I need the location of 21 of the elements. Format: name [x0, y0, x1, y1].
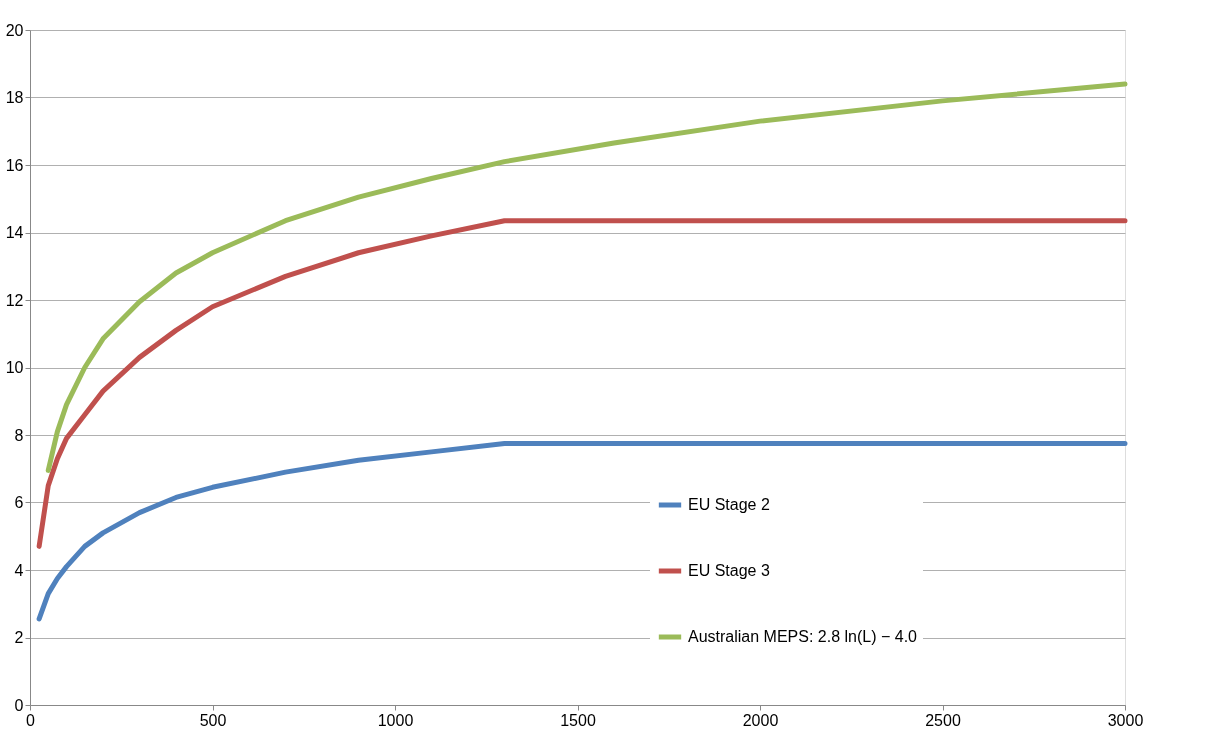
legend-label: EU Stage 2 — [688, 496, 770, 513]
y-tick-label: 18 — [5, 89, 24, 106]
y-tick-label: 14 — [5, 224, 24, 241]
y-tick-label: 0 — [14, 696, 24, 714]
x-tick-label: 2000 — [742, 711, 779, 729]
y-tick-label: 10 — [5, 359, 24, 376]
legend-label: EU Stage 3 — [688, 562, 770, 579]
y-tick-label: 6 — [14, 494, 24, 511]
y-tick-label: 8 — [14, 426, 24, 444]
x-tick-label: 1000 — [377, 711, 414, 729]
legend-label: Australian MEPS: 2.8 ln(L) − 4.0 — [688, 628, 918, 645]
x-tick-label: 0 — [26, 711, 36, 729]
y-tick-label: 4 — [14, 561, 24, 579]
y-tick-label: 2 — [14, 629, 24, 646]
y-tick-label: 16 — [5, 156, 24, 174]
y-tick-label: 12 — [5, 291, 24, 309]
x-tick-label: 1500 — [560, 711, 596, 729]
x-tick-label: 3000 — [1107, 711, 1144, 729]
y-tick-label: 20 — [5, 21, 24, 39]
x-tick-label: 500 — [199, 711, 227, 729]
x-tick-label: 2500 — [925, 711, 961, 729]
